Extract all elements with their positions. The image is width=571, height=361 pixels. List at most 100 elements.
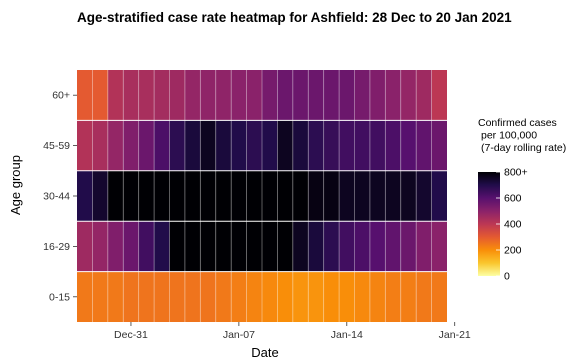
y-tick-label: 16-29 (43, 241, 70, 253)
legend-tick-label: 800+ (504, 167, 528, 179)
heatmap-cell (138, 70, 155, 121)
y-tick-label: 0-15 (49, 291, 70, 303)
heatmap-cell (92, 271, 108, 322)
heatmap-cell (184, 221, 201, 272)
heatmap-cell (154, 170, 170, 222)
heatmap-cell (215, 271, 232, 322)
heatmap-cell (431, 221, 447, 272)
heatmap-cell (92, 70, 108, 121)
heatmap-cell (123, 271, 139, 322)
heatmap-cell (246, 271, 262, 322)
heatmap-cell (107, 70, 124, 121)
heatmap-cell (354, 271, 370, 322)
heatmap-cells (77, 70, 447, 322)
heatmap-cell (369, 221, 386, 272)
x-axis-ticks: Dec-31 Jan-07 Jan-14 Jan-21 (114, 322, 471, 341)
heatmap-cell (323, 70, 340, 121)
chart-title: Age-stratified case rate heatmap for Ash… (77, 10, 512, 25)
heatmap-cell (308, 271, 324, 322)
legend-title-line: (7-day rolling rate) (481, 142, 566, 154)
y-axis-ticks: 60+ 45-59 30-44 16-29 0-15 (43, 90, 77, 303)
heatmap-cell (169, 221, 185, 272)
heatmap-cell (184, 271, 201, 322)
heatmap-gridlines (77, 70, 447, 322)
heatmap-cell (231, 70, 247, 121)
heatmap-cell (169, 70, 185, 121)
heatmap-cell (107, 120, 124, 171)
heatmap-cell (77, 170, 93, 222)
heatmap-cell (107, 170, 124, 222)
heatmap-cell (231, 221, 247, 272)
legend-title-line: Confirmed cases (478, 117, 557, 129)
heatmap-cell (292, 170, 309, 222)
heatmap-cell (400, 120, 417, 171)
heatmap-cell (339, 271, 355, 322)
heatmap-cell (339, 120, 355, 171)
legend-tick-label: 0 (504, 271, 510, 283)
heatmap-cell (231, 170, 247, 222)
heatmap-cell (262, 221, 278, 272)
heatmap-cell (262, 70, 278, 121)
heatmap-cell (77, 221, 93, 272)
heatmap-cell (416, 271, 432, 322)
heatmap-cell (154, 120, 170, 171)
heatmap-cell (416, 120, 432, 171)
heatmap-cell (277, 120, 293, 171)
heatmap-cell (431, 120, 447, 171)
heatmap-cell (231, 120, 247, 171)
heatmap-cell (107, 271, 124, 322)
heatmap-cell (323, 221, 340, 272)
heatmap-cell (369, 70, 386, 121)
heatmap-cell (123, 170, 139, 222)
heatmap-cell (354, 120, 370, 171)
heatmap-cell (292, 271, 309, 322)
heatmap-cell (323, 120, 340, 171)
heatmap-cell (339, 70, 355, 121)
y-tick-label: 60+ (52, 90, 70, 102)
x-tick-label: Jan-21 (439, 329, 471, 341)
heatmap-cell (77, 120, 93, 171)
heatmap-cell (154, 70, 170, 121)
heatmap-cell (184, 170, 201, 222)
heatmap-cell (277, 70, 293, 121)
heatmap-cell (200, 170, 216, 222)
heatmap-cell (169, 120, 185, 171)
x-tick-label: Dec-31 (114, 329, 148, 341)
heatmap-cell (138, 271, 155, 322)
heatmap-cell (246, 221, 262, 272)
heatmap-cell (200, 271, 216, 322)
heatmap-cell (292, 120, 309, 171)
heatmap-cell (400, 221, 417, 272)
heatmap-cell (308, 170, 324, 222)
heatmap-cell (77, 271, 93, 322)
heatmap-cell (354, 221, 370, 272)
heatmap-cell (184, 70, 201, 121)
heatmap-cell (138, 120, 155, 171)
heatmap-cell (92, 221, 108, 272)
heatmap-cell (246, 170, 262, 222)
heatmap-cell (154, 221, 170, 272)
heatmap-cell (400, 170, 417, 222)
heatmap-cell (246, 120, 262, 171)
heatmap-cell (169, 271, 185, 322)
heatmap-cell (200, 221, 216, 272)
heatmap-cell (339, 170, 355, 222)
heatmap-cell (369, 271, 386, 322)
heatmap-cell (262, 170, 278, 222)
heatmap-cell (385, 170, 401, 222)
heatmap-cell (154, 271, 170, 322)
heatmap-cell (385, 120, 401, 171)
heatmap-cell (123, 221, 139, 272)
heatmap-cell (169, 170, 185, 222)
y-tick-label: 45-59 (43, 140, 70, 152)
heatmap-cell (323, 271, 340, 322)
heatmap-cell (339, 221, 355, 272)
heatmap-cell (431, 70, 447, 121)
x-tick-label: Jan-07 (223, 329, 255, 341)
heatmap-cell (308, 221, 324, 272)
heatmap-cell (262, 120, 278, 171)
heatmap-cell (92, 120, 108, 171)
heatmap-cell (431, 271, 447, 322)
heatmap-cell (215, 70, 232, 121)
